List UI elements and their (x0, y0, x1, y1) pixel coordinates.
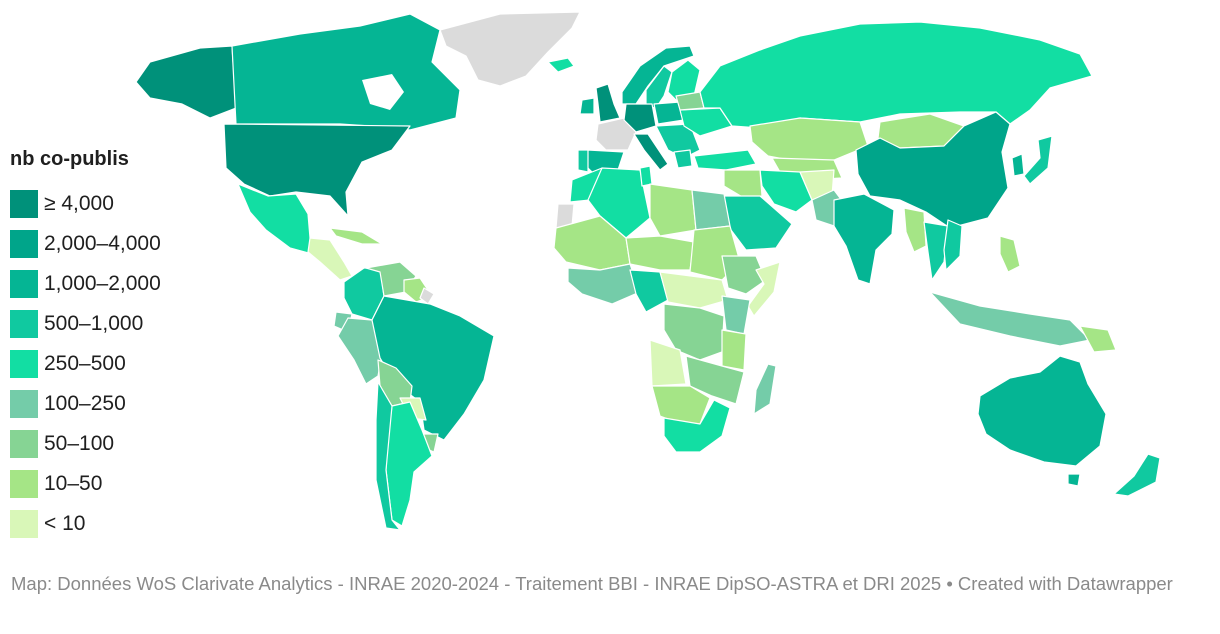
country-alaska[interactable] (135, 45, 237, 119)
legend-label: ≥ 4,000 (44, 192, 114, 215)
legend-title: nb co-publis (10, 148, 129, 170)
legend-item: 250–500 (10, 344, 210, 384)
country-libya[interactable] (649, 183, 697, 237)
country-japan[interactable] (1023, 135, 1053, 185)
country-south-africa[interactable] (663, 399, 731, 453)
country-indonesia[interactable] (929, 291, 1091, 347)
legend-label: 250–500 (44, 352, 126, 375)
legend-swatch (10, 270, 38, 298)
country-turkey[interactable] (693, 149, 757, 171)
central-america[interactable] (307, 237, 353, 281)
country-somalia[interactable] (747, 261, 781, 317)
country-china[interactable] (855, 111, 1011, 229)
country-india[interactable] (833, 193, 895, 285)
legend-label: 1,000–2,000 (44, 272, 161, 295)
country-egypt[interactable] (691, 189, 731, 231)
legend-item: 50–100 (10, 424, 210, 464)
country-ethiopia[interactable] (721, 255, 767, 295)
country-kazakhstan[interactable] (749, 117, 869, 163)
country-madagascar[interactable] (753, 363, 777, 415)
country-iceland[interactable] (547, 57, 575, 73)
country-thailand[interactable] (923, 221, 949, 281)
hudson-bay (362, 74, 404, 110)
legend-item: 2,000–4,000 (10, 224, 210, 264)
country-korea[interactable] (1011, 153, 1025, 177)
legend-label: 500–1,000 (44, 312, 144, 335)
country-vietnam[interactable] (943, 219, 963, 271)
country-myanmar[interactable] (903, 207, 927, 253)
footer-credit: Map: Données WoS Clarivate Analytics - I… (11, 573, 1173, 594)
legend-item: 500–1,000 (10, 304, 210, 344)
legend-label: 2,000–4,000 (44, 232, 161, 255)
country-portugal[interactable] (577, 149, 589, 173)
world-choropleth-map (135, 11, 1161, 531)
legend-items: ≥ 4,000 2,000–4,000 1,000–2,000 500–1,000 25… (10, 184, 210, 544)
country-usa[interactable] (223, 123, 411, 217)
legend: nb co-publis ≥ 4,000 2,000–4,000 1,000–2,0… (10, 146, 210, 544)
legend-swatch (10, 430, 38, 458)
legend-item: 10–50 (10, 464, 210, 504)
country-tunisia[interactable] (639, 165, 653, 187)
legend-swatch (10, 230, 38, 258)
country-greece[interactable] (673, 149, 693, 169)
country-belarus[interactable] (675, 91, 705, 111)
country-italy[interactable] (633, 133, 669, 171)
country-iraq-syria[interactable] (723, 169, 763, 199)
legend-item: < 10 (10, 504, 210, 544)
west-africa-coast[interactable] (567, 263, 641, 305)
country-ireland[interactable] (579, 97, 595, 115)
country-angola[interactable] (649, 339, 687, 387)
country-cuba[interactable] (329, 227, 383, 245)
legend-label: 10–50 (44, 472, 103, 495)
country-australia[interactable] (977, 355, 1107, 467)
country-drc[interactable] (663, 303, 725, 361)
country-canada[interactable] (231, 13, 461, 131)
country-mali-niger[interactable] (625, 235, 695, 271)
country-russia[interactable] (699, 21, 1093, 129)
legend-item: ≥ 4,000 (10, 184, 210, 224)
country-philippines[interactable] (999, 235, 1021, 273)
country-png[interactable] (1079, 325, 1117, 353)
country-chile[interactable] (375, 381, 401, 531)
legend-item: 100–250 (10, 384, 210, 424)
country-nigeria-cameroon[interactable] (629, 269, 669, 313)
country-kenya[interactable] (721, 295, 751, 335)
legend-label: 50–100 (44, 432, 115, 455)
country-tanzania[interactable] (721, 329, 747, 371)
country-germany[interactable] (623, 103, 657, 133)
legend-swatch (10, 190, 38, 218)
country-greenland[interactable] (439, 11, 581, 87)
legend-swatch (10, 510, 38, 538)
legend-swatch (10, 350, 38, 378)
country-tasmania[interactable] (1067, 473, 1081, 487)
legend-swatch (10, 310, 38, 338)
country-uk[interactable] (595, 83, 621, 123)
legend-item: 1,000–2,000 (10, 264, 210, 304)
central-africa[interactable] (659, 271, 729, 309)
legend-swatch (10, 390, 38, 418)
legend-label: 100–250 (44, 392, 126, 415)
legend-label: < 10 (44, 512, 86, 535)
country-new-zealand[interactable] (1113, 453, 1161, 497)
legend-swatch (10, 470, 38, 498)
